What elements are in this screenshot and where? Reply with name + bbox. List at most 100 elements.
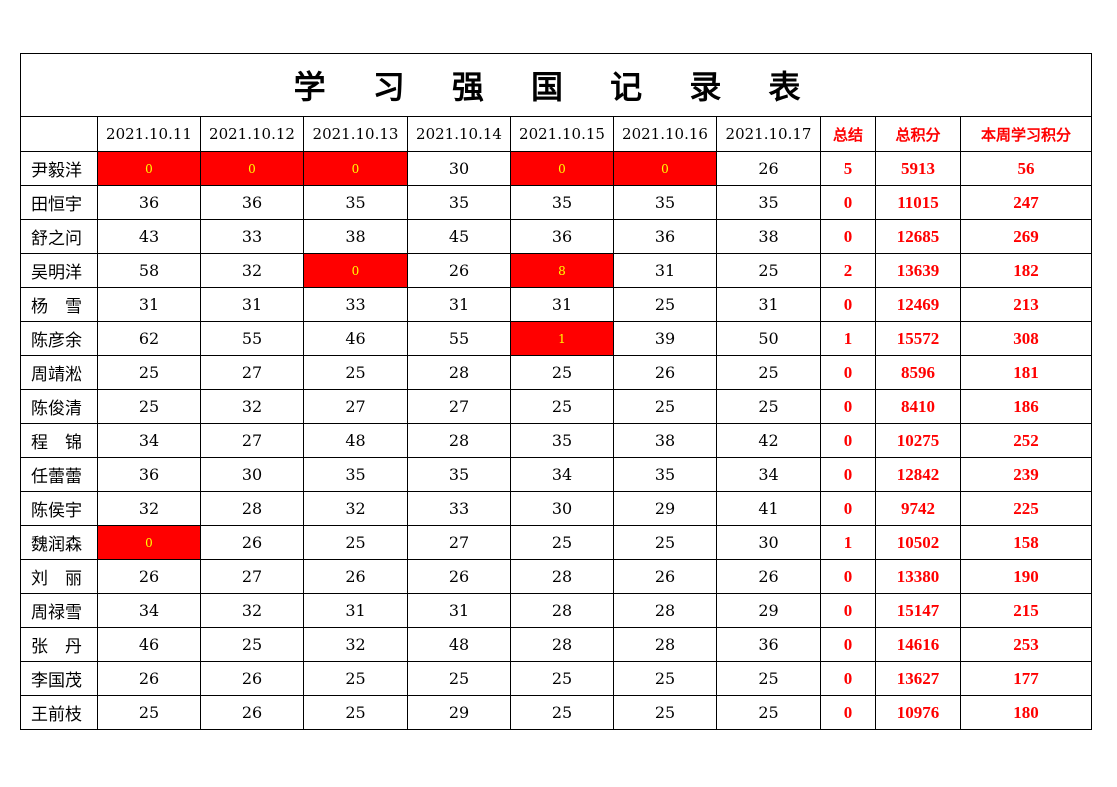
daily-score-cell: 27 xyxy=(200,423,304,458)
daily-score-cell: 32 xyxy=(200,389,304,424)
member-name: 舒之问 xyxy=(20,219,98,254)
daily-score-cell-highlighted: 0 xyxy=(200,151,304,186)
daily-score-cell: 31 xyxy=(613,253,717,288)
header-date-3: 2021.10.13 xyxy=(303,116,408,152)
summary-cell: 0 xyxy=(820,185,876,220)
member-name: 杨 雪 xyxy=(20,287,98,322)
daily-score-cell: 32 xyxy=(97,491,201,526)
table-row: 杨 雪 31 31 33 31 31 25 31 0 12469 213 xyxy=(20,287,1093,322)
weekly-points-cell: 190 xyxy=(959,559,1093,594)
member-name: 吴明洋 xyxy=(20,253,98,288)
member-name: 魏润森 xyxy=(20,525,98,560)
daily-score-cell: 25 xyxy=(510,695,614,730)
daily-score-cell: 30 xyxy=(200,457,304,492)
member-name: 周靖淞 xyxy=(20,355,98,390)
daily-score-cell: 58 xyxy=(97,253,201,288)
daily-score-cell-highlighted: 1 xyxy=(510,321,614,356)
total-points-cell: 10502 xyxy=(875,525,961,560)
member-name: 程 锦 xyxy=(20,423,98,458)
member-name: 张 丹 xyxy=(20,627,98,662)
daily-score-cell: 33 xyxy=(200,219,304,254)
member-name: 李国茂 xyxy=(20,661,98,696)
daily-score-cell: 31 xyxy=(200,287,304,322)
daily-score-cell: 55 xyxy=(407,321,511,356)
daily-score-cell: 28 xyxy=(613,593,717,628)
weekly-points-cell: 213 xyxy=(959,287,1093,322)
daily-score-cell: 38 xyxy=(613,423,717,458)
header-date-5: 2021.10.15 xyxy=(510,116,614,152)
summary-cell: 0 xyxy=(820,627,876,662)
header-summary: 总结 xyxy=(820,116,876,152)
table-row: 周靖淞 25 27 25 28 25 26 25 0 8596 181 xyxy=(20,355,1093,390)
header-weekly-points: 本周学习积分 xyxy=(959,116,1093,152)
daily-score-cell: 50 xyxy=(716,321,821,356)
total-points-cell: 5913 xyxy=(875,151,961,186)
daily-score-cell: 25 xyxy=(97,355,201,390)
daily-score-cell: 41 xyxy=(716,491,821,526)
summary-cell: 0 xyxy=(820,287,876,322)
daily-score-cell: 27 xyxy=(200,355,304,390)
daily-score-cell: 28 xyxy=(407,355,511,390)
daily-score-cell: 27 xyxy=(303,389,408,424)
total-points-cell: 9742 xyxy=(875,491,961,526)
weekly-points-cell: 180 xyxy=(959,695,1093,730)
daily-score-cell: 38 xyxy=(303,219,408,254)
daily-score-cell: 26 xyxy=(407,253,511,288)
table-row: 田恒宇 36 36 35 35 35 35 35 0 11015 247 xyxy=(20,185,1093,220)
daily-score-cell: 34 xyxy=(97,423,201,458)
daily-score-cell: 25 xyxy=(716,355,821,390)
table-row: 李国茂 26 26 25 25 25 25 25 0 13627 177 xyxy=(20,661,1093,696)
daily-score-cell: 55 xyxy=(200,321,304,356)
member-name: 陈俊清 xyxy=(20,389,98,424)
weekly-points-cell: 269 xyxy=(959,219,1093,254)
summary-cell: 1 xyxy=(820,525,876,560)
daily-score-cell: 48 xyxy=(303,423,408,458)
daily-score-cell-highlighted: 0 xyxy=(97,151,201,186)
total-points-cell: 8410 xyxy=(875,389,961,424)
daily-score-cell: 25 xyxy=(613,287,717,322)
daily-score-cell: 25 xyxy=(407,661,511,696)
daily-score-cell: 46 xyxy=(303,321,408,356)
daily-score-cell: 36 xyxy=(716,627,821,662)
daily-score-cell: 31 xyxy=(407,287,511,322)
daily-score-cell: 35 xyxy=(510,423,614,458)
daily-score-cell: 36 xyxy=(510,219,614,254)
weekly-points-cell: 158 xyxy=(959,525,1093,560)
member-name: 田恒宇 xyxy=(20,185,98,220)
member-name: 陈侯宇 xyxy=(20,491,98,526)
daily-score-cell: 39 xyxy=(613,321,717,356)
daily-score-cell: 34 xyxy=(716,457,821,492)
weekly-points-cell: 182 xyxy=(959,253,1093,288)
daily-score-cell-highlighted: 0 xyxy=(303,151,408,186)
daily-score-cell: 42 xyxy=(716,423,821,458)
weekly-points-cell: 253 xyxy=(959,627,1093,662)
daily-score-cell: 46 xyxy=(97,627,201,662)
total-points-cell: 15572 xyxy=(875,321,961,356)
daily-score-cell: 36 xyxy=(97,457,201,492)
summary-cell: 0 xyxy=(820,593,876,628)
daily-score-cell: 27 xyxy=(407,389,511,424)
daily-score-cell-highlighted: 0 xyxy=(613,151,717,186)
table-row: 陈侯宇 32 28 32 33 30 29 41 0 9742 225 xyxy=(20,491,1093,526)
daily-score-cell: 31 xyxy=(407,593,511,628)
daily-score-cell: 31 xyxy=(303,593,408,628)
daily-score-cell: 27 xyxy=(200,559,304,594)
daily-score-cell: 25 xyxy=(613,389,717,424)
daily-score-cell: 25 xyxy=(716,253,821,288)
daily-score-cell: 26 xyxy=(200,695,304,730)
daily-score-cell: 26 xyxy=(716,151,821,186)
total-points-cell: 15147 xyxy=(875,593,961,628)
daily-score-cell: 27 xyxy=(407,525,511,560)
member-name: 周禄雪 xyxy=(20,593,98,628)
daily-score-cell: 35 xyxy=(510,185,614,220)
daily-score-cell: 29 xyxy=(407,695,511,730)
daily-score-cell: 26 xyxy=(613,355,717,390)
daily-score-cell: 25 xyxy=(303,661,408,696)
daily-score-cell: 26 xyxy=(97,661,201,696)
header-date-7: 2021.10.17 xyxy=(716,116,821,152)
daily-score-cell-highlighted: 0 xyxy=(303,253,408,288)
daily-score-cell: 26 xyxy=(200,661,304,696)
daily-score-cell: 31 xyxy=(510,287,614,322)
table-row: 陈彦余 62 55 46 55 1 39 50 1 15572 308 xyxy=(20,321,1093,356)
total-points-cell: 13627 xyxy=(875,661,961,696)
